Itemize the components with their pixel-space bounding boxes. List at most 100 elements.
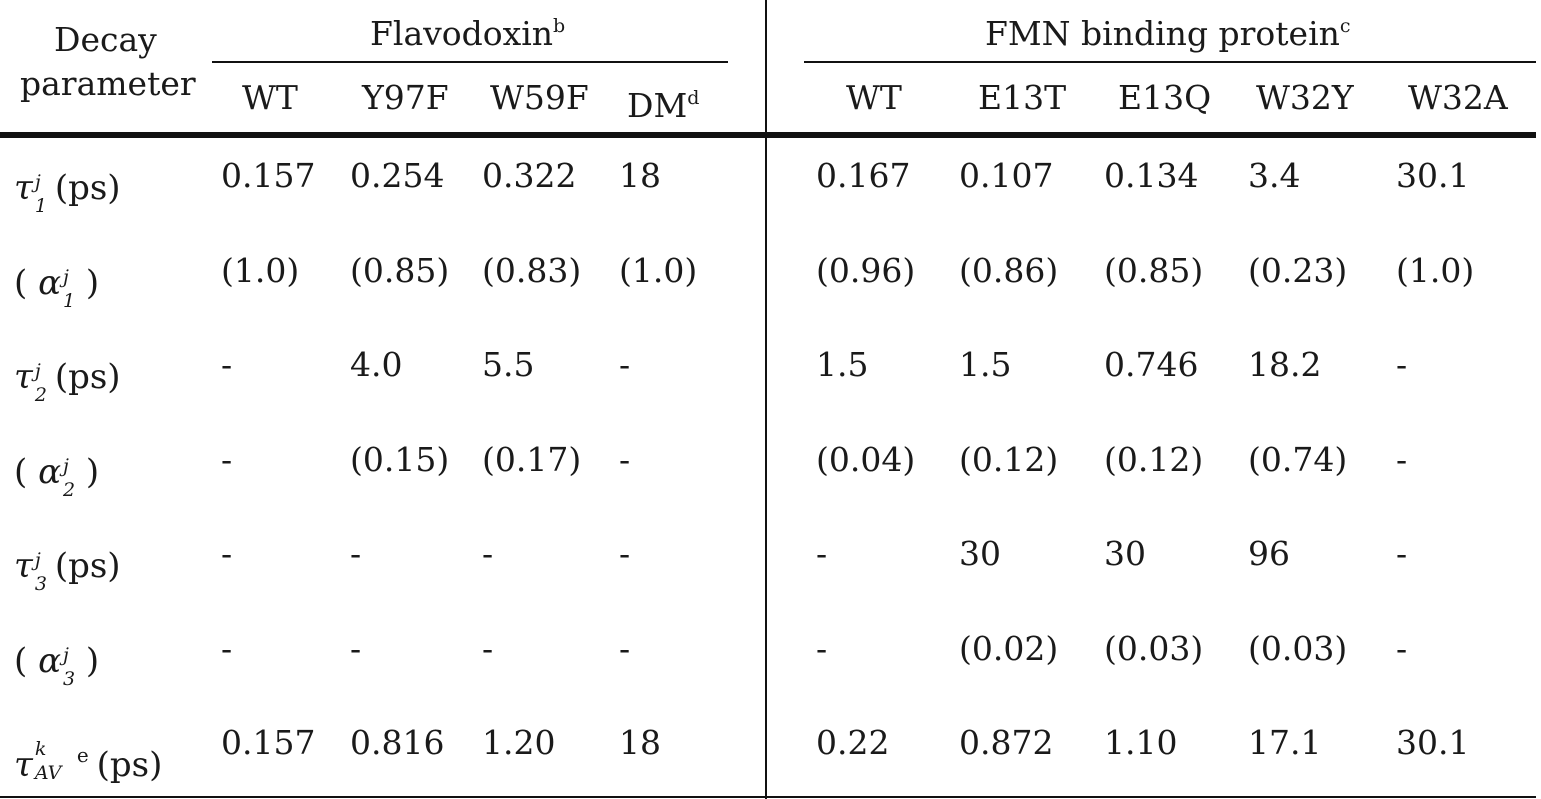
table-cell: - [619,534,631,573]
table-cell: 0.254 [350,156,445,195]
group2-title-sup: c [1339,15,1351,37]
table-cell: 4.0 [350,345,403,384]
table-cell: - [619,440,631,479]
row-parameter-label: τ k AV e (ps) [14,735,162,785]
header-group2-underline [804,61,1536,63]
close-paren: ) [75,641,100,681]
group2-title: FMN binding proteinc [985,6,1351,54]
table-cell: 1.10 [1104,723,1178,762]
column-header-text: W32Y [1256,78,1354,117]
close-paren: ) [75,263,100,303]
table-cell: - [482,534,494,573]
group1-title-text: Flavodoxin [370,14,554,53]
row-parameter-label: τ j 2 (ps) [14,357,121,406]
table-cell: - [482,629,494,668]
header-bottom-rule [0,132,1536,138]
table-cell: (0.04) [816,440,916,479]
table-cell: 0.746 [1104,345,1199,384]
table-cell: 5.5 [482,345,535,384]
open-paren: ( [14,452,39,492]
parameter-symbol: τ [14,745,33,785]
table-cell: 0.167 [816,156,911,195]
parameter-note: e [76,743,89,767]
table-cell: 96 [1248,534,1290,573]
parameter-subscript: 3 [63,668,76,690]
table-cell: - [816,629,828,668]
table-cell: - [1396,534,1408,573]
parameter-subscript: 2 [63,479,76,501]
column-header-text: WT [242,78,298,117]
parameter-symbol: τ [14,357,33,397]
parameter-subscript: AV [34,762,62,784]
table-cell: 0.134 [1104,156,1199,195]
table-cell: 18 [619,723,661,762]
parameter-superscript: j [63,455,69,477]
table-cell: (0.15) [350,440,450,479]
close-paren: ) [75,452,100,492]
table-cell: 0.322 [482,156,577,195]
table-cell: 0.107 [959,156,1054,195]
table-cell: (0.83) [482,251,582,290]
parameter-symbol: α [38,641,62,681]
table-cell: (0.03) [1248,629,1348,668]
table-cell: 1.20 [482,723,556,762]
table-cell: 0.816 [350,723,445,762]
parameter-symbol: τ [14,168,33,208]
table-cell: - [619,629,631,668]
column-header-e13q: E13Q [1118,78,1211,118]
parameter-subscript: 3 [34,573,47,595]
table-cell: (0.23) [1248,251,1348,290]
table-cell: (0.96) [816,251,916,290]
open-paren: ( [14,263,39,303]
row-parameter-label: τ j 1 (ps) [14,168,121,217]
column-header-w32y: W32Y [1256,78,1354,118]
group1-title-sup: b [553,15,566,37]
group2-title-text: FMN binding protein [985,14,1340,53]
table-cell: - [1396,345,1408,384]
row-parameter-label: τ j 3 (ps) [14,546,121,595]
parameter-superscript: j [34,171,41,193]
parameter-symbol: α [38,263,62,303]
table-cell: (0.02) [959,629,1059,668]
column-header-text: WT [846,78,902,117]
table-cell: (0.86) [959,251,1059,290]
table-cell: 17.1 [1248,723,1322,762]
table-cell: (1.0) [619,251,698,290]
parameter-superscript: k [34,738,47,760]
column-header-w32a: W32A [1408,78,1508,118]
column-header-text: E13T [978,78,1067,117]
param-header-line2: parameter [20,64,196,103]
table-cell: 3.4 [1248,156,1301,195]
parameter-superscript: j [63,266,69,288]
parameter-indices: k AV [33,735,73,784]
parameter-subscript: 2 [34,384,47,406]
parameter-unit: (ps) [96,745,163,785]
column-header-sup: d [687,87,700,109]
table-cell: 30.1 [1396,156,1470,195]
column-header-wt: WT [242,78,298,118]
table-bottom-rule [0,796,1536,798]
table-cell: - [1396,440,1408,479]
group1-title: Flavodoxinb [370,6,565,54]
column-header-wt: WT [846,78,902,118]
table-cell: 30 [1104,534,1146,573]
parameter-superscript: j [34,549,41,571]
table-cell: (1.0) [221,251,300,290]
table-cell: (0.12) [959,440,1059,479]
table-cell: 18.2 [1248,345,1322,384]
column-header-text: Y97F [362,78,449,117]
table-cell: (0.85) [350,251,450,290]
table-cell: - [221,440,233,479]
table-cell: (1.0) [1396,251,1475,290]
table-cell: - [816,534,828,573]
open-paren: ( [14,641,39,681]
parameter-unit: (ps) [54,546,121,586]
column-header-text: E13Q [1118,78,1212,117]
table-cell: - [221,345,233,384]
